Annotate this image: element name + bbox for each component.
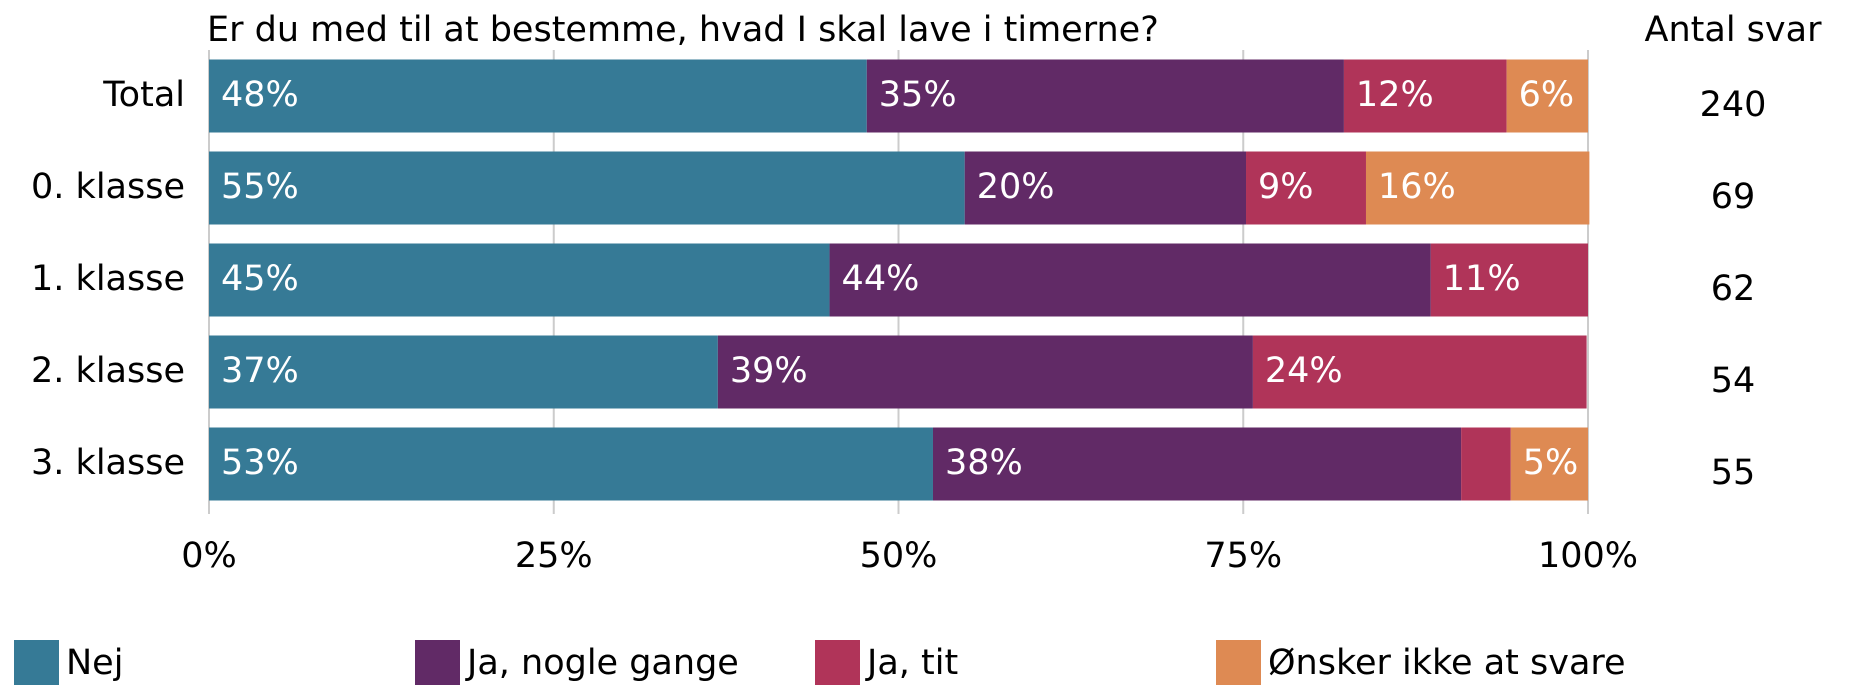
data-label: 6% — [1519, 75, 1575, 115]
bar-segment — [964, 151, 1247, 225]
bar-segment — [1246, 151, 1366, 225]
bar-segment — [1343, 59, 1507, 133]
data-label: 12% — [1356, 75, 1434, 115]
count-label: 62 — [1711, 269, 1756, 309]
data-label: 16% — [1378, 167, 1456, 207]
data-label: 48% — [221, 75, 299, 115]
y-tick-label: 2. klasse — [31, 351, 185, 391]
data-label: 5% — [1523, 443, 1579, 483]
bar-segment — [209, 335, 718, 409]
data-label: 20% — [977, 167, 1055, 207]
legend-swatch — [815, 640, 860, 685]
data-label: 11% — [1443, 259, 1521, 299]
bar-segment — [209, 59, 867, 133]
data-label: 44% — [842, 259, 920, 299]
bar-segment — [1365, 151, 1590, 225]
y-tick-label: 0. klasse — [31, 167, 185, 207]
x-tick-label: 75% — [1204, 536, 1282, 576]
x-tick-label: 25% — [515, 536, 593, 576]
y-tick-label: Total — [102, 75, 185, 115]
data-label: 24% — [1265, 351, 1343, 391]
legend-swatch — [1216, 640, 1261, 685]
legend-label: Ja, tit — [865, 643, 958, 683]
data-label: 55% — [221, 167, 299, 207]
bar-segment — [866, 59, 1344, 133]
count-label: 55 — [1711, 453, 1756, 493]
bar-segment — [717, 335, 1253, 409]
legend-label: Nej — [66, 643, 123, 683]
bar-segment — [209, 243, 830, 317]
count-label: 69 — [1711, 177, 1756, 217]
data-label: 39% — [730, 351, 808, 391]
y-tick-label: 1. klasse — [31, 259, 185, 299]
bar-segment — [932, 427, 1462, 501]
data-label: 38% — [945, 443, 1023, 483]
x-tick-label: 0% — [181, 536, 237, 576]
legend-swatch — [415, 640, 460, 685]
bar-segment — [1430, 243, 1588, 317]
bar-segment — [209, 427, 933, 501]
bar-segment — [1510, 427, 1588, 501]
legend-label: Ja, nogle gange — [465, 643, 739, 683]
bar-segment — [1461, 427, 1511, 501]
counts-title: Antal svar — [1645, 10, 1823, 50]
bar-segment — [209, 151, 965, 225]
data-label: 35% — [879, 75, 957, 115]
x-tick-label: 50% — [860, 536, 938, 576]
count-label: 54 — [1711, 361, 1756, 401]
data-label: 45% — [221, 259, 299, 299]
bar-segment — [1252, 335, 1587, 409]
bar-segment — [829, 243, 1431, 317]
y-tick-label: 3. klasse — [31, 443, 185, 483]
bar-segment — [1506, 59, 1588, 133]
data-label: 9% — [1258, 167, 1314, 207]
x-tick-label: 100% — [1538, 536, 1638, 576]
count-label: 240 — [1700, 85, 1767, 125]
legend-label: Ønsker ikke at svare — [1268, 643, 1626, 683]
legend-swatch — [14, 640, 59, 685]
data-label: 37% — [221, 351, 299, 391]
chart-title: Er du med til at bestemme, hvad I skal l… — [207, 10, 1159, 50]
data-label: 53% — [221, 443, 299, 483]
